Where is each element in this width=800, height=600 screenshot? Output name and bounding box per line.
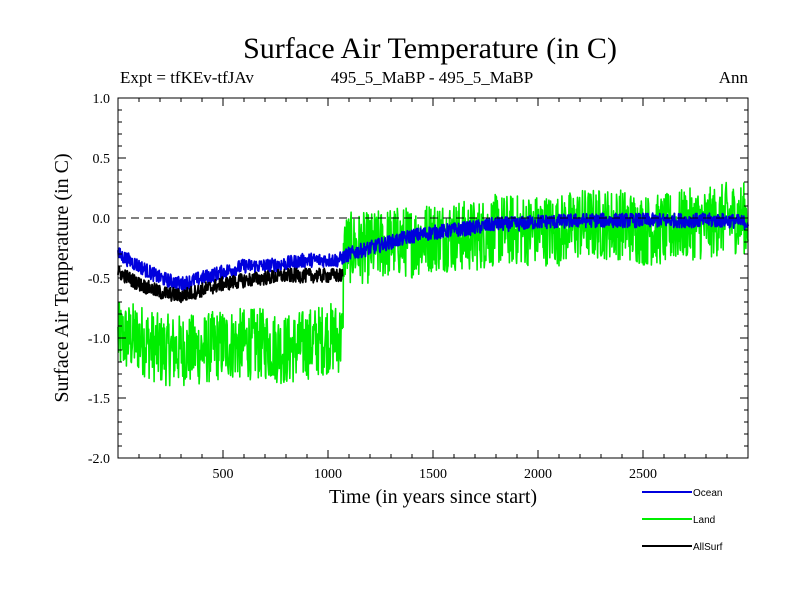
legend-label-allsurf: AllSurf [693,542,723,553]
y-tick-label: 0.5 [93,152,111,167]
x-tick-label: 2000 [524,467,552,482]
y-tick-label: 0.0 [93,212,111,227]
x-tick-label: 2500 [629,467,657,482]
legend: Ocean Land AllSurf [642,488,723,553]
y-tick-label: -2.0 [88,452,110,467]
legend-label-land: Land [693,515,715,526]
legend-label-ocean: Ocean [693,488,722,499]
chart-subtitle-center: 495_5_MaBP - 495_5_MaBP [331,68,533,87]
x-tick-label: 1500 [419,467,447,482]
x-axis-label: Time (in years since start) [329,486,537,508]
series-line-allsurf [117,265,344,304]
y-tick-label: -1.5 [88,392,110,407]
axes: -2.0 -1.5 -1.0 -0.5 0.0 0.5 1.0 500 1000 1500 2000… [88,92,748,482]
y-axis-label: Surface Air Temperature (in C) [51,153,73,402]
x-tick-label: 1000 [314,467,342,482]
y-tick-label: -1.0 [88,332,110,347]
chart-title: Surface Air Temperature (in C) [243,32,617,65]
chart-subtitle-left: Expt = tfKEv-tfJAv [120,68,254,87]
x-tick-label: 500 [213,467,234,482]
chart-subtitle-right: Ann [719,68,749,87]
y-tick-label: 1.0 [93,92,111,107]
y-tick-label: -0.5 [88,272,110,287]
plot-area [117,181,749,387]
